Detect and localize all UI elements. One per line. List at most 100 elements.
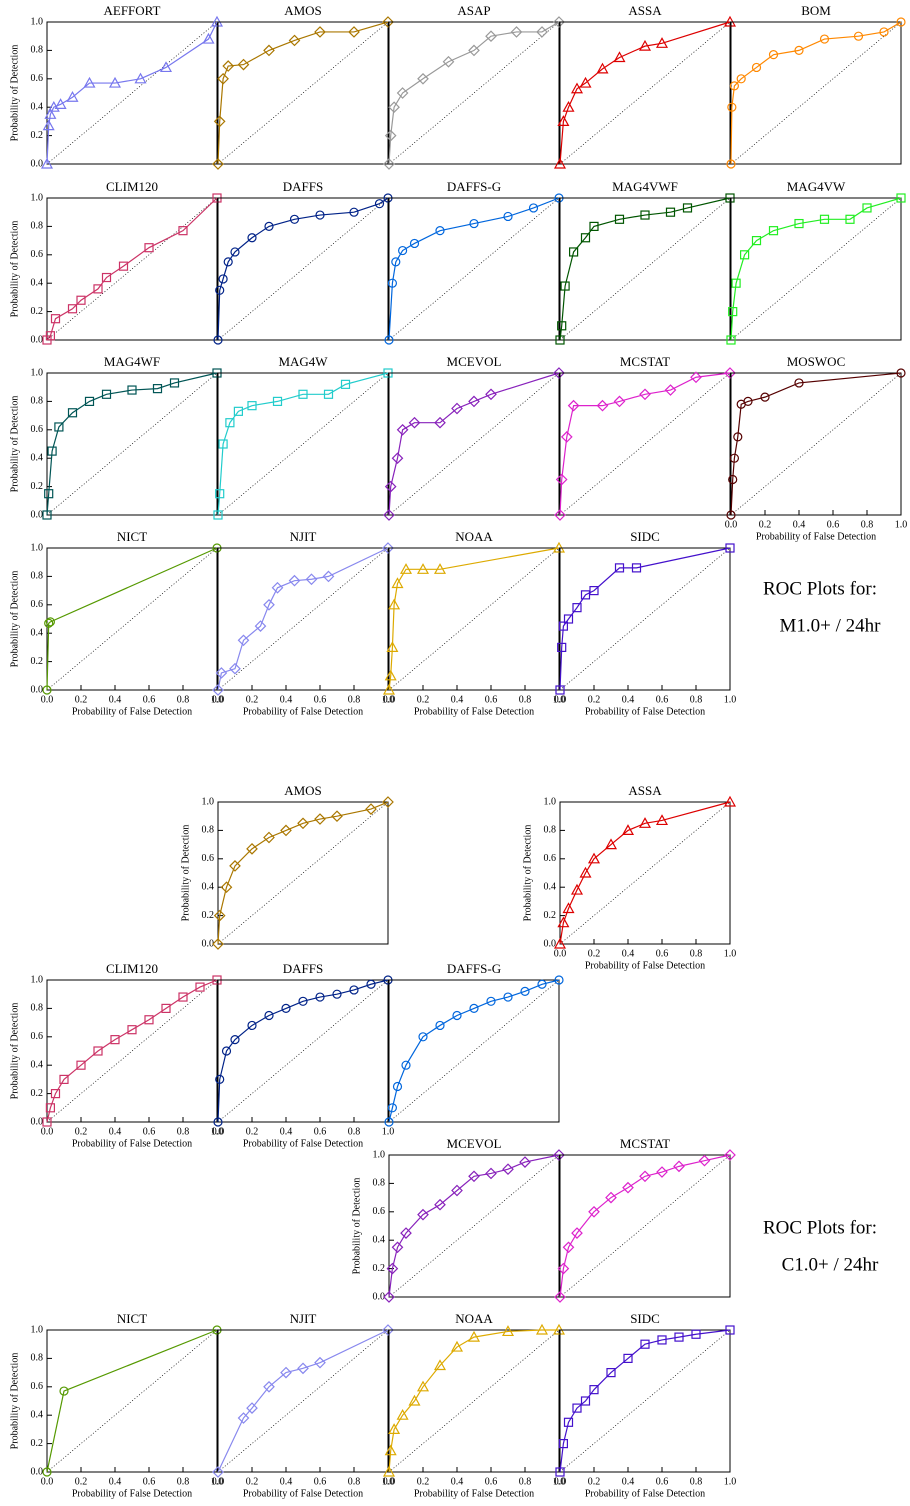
marker [434,1198,446,1211]
marker [400,1227,412,1239]
roc-curve [46,1329,218,1473]
x-tick-label: 0.4 [622,1476,635,1487]
plot-frame [559,1154,731,1298]
marker [562,100,575,112]
y-tick-label: 0.4 [544,881,557,892]
y-tick-label: 0.4 [31,101,44,112]
x-tick-label: 0.4 [451,1476,464,1487]
y-tick-label: 0.2 [31,130,44,141]
y-tick-label: 0.4 [31,452,44,463]
x-tick-label: 0.4 [109,1476,122,1487]
plot-frame [388,197,560,341]
marker [289,214,300,224]
y-tick-label: 0.6 [31,73,44,84]
y-tick-label: 0.2 [31,1088,44,1099]
plot-frame [388,372,560,516]
marker [218,439,228,449]
marker [589,1385,599,1395]
marker [108,76,122,88]
marker [272,396,283,406]
plot-frame [388,1329,560,1473]
x-tick-label: 0.2 [246,1476,259,1487]
marker [485,30,497,43]
x-tick-label: 0.4 [280,1476,293,1487]
x-tick-label: 0.6 [827,519,840,530]
y-tick-label: 0.8 [31,221,44,232]
reference-diagonal [730,372,902,516]
roc-curve [559,197,731,341]
marker [451,1184,463,1197]
y-axis-label: Probability of Detection [9,1003,20,1100]
marker [314,26,326,38]
plot-frame [217,801,389,945]
y-tick-label: 0.8 [31,571,44,582]
marker [315,210,325,220]
x-tick-label: 0.8 [519,694,532,705]
marker [819,214,830,224]
reference-diagonal [388,547,560,691]
marker [751,236,762,246]
x-tick-label: 1.0 [382,1476,395,1487]
marker [557,642,567,653]
marker [553,16,565,28]
marker [212,1466,224,1478]
marker [580,233,591,243]
panel-title: NICT [117,529,147,544]
marker [621,824,635,836]
marker [416,563,430,574]
x-tick-label: 0.6 [485,694,498,705]
y-tick-label: 1.0 [373,1149,386,1160]
marker [382,1324,394,1336]
reference-diagonal [217,1329,389,1473]
x-tick-label: 0.8 [177,694,190,705]
marker [388,1423,401,1435]
reference-diagonal [217,979,389,1123]
x-tick-label: 1.0 [211,1476,224,1487]
plot-frame [559,547,731,691]
marker [159,61,173,73]
marker [691,1329,701,1339]
marker [218,274,228,284]
marker [212,938,224,950]
marker [614,563,625,573]
marker [760,392,770,402]
x-tick-label: 0.6 [314,1476,327,1487]
plot-frame [388,979,560,1123]
panel-title: MOSWOC [787,354,846,369]
plot-frame [217,372,389,516]
plot-frame [388,547,560,691]
y-tick-label: 0.6 [31,424,44,435]
y-tick-label: 0.8 [31,396,44,407]
marker [418,1032,428,1042]
marker [589,585,599,596]
marker [366,979,376,989]
reference-diagonal [388,21,560,165]
y-tick-label: 0.2 [544,910,557,921]
marker [396,423,409,436]
marker [315,992,325,1002]
marker [726,510,736,520]
marker [365,803,377,815]
y-tick-label: 0.6 [544,853,557,864]
y-tick-label: 0.8 [31,1353,44,1364]
marker [229,860,241,872]
plot-frame [46,979,218,1123]
x-tick-label: 0.0 [383,1476,396,1487]
marker [101,389,112,399]
marker [169,378,180,388]
x-axis-label: Probability of False Detection [72,1138,192,1149]
marker [382,16,394,28]
y-tick-label: 0.6 [373,1206,386,1217]
marker [396,87,409,99]
x-tick-label: 0.2 [246,1126,259,1137]
marker [528,203,539,213]
marker [84,396,95,406]
reference-diagonal [730,21,902,165]
marker [263,598,275,611]
marker [382,796,394,808]
marker [134,72,147,84]
marker [553,937,567,949]
y-tick-label: 0.0 [31,1466,44,1477]
marker [246,843,258,855]
marker [452,1010,462,1021]
